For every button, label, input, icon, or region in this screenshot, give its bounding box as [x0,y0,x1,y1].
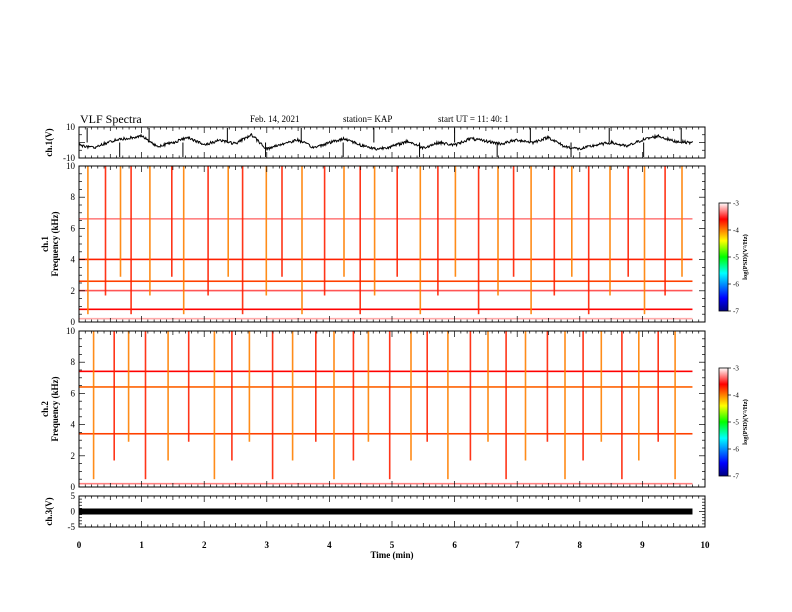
ch1-y-ticks [79,126,705,159]
ch1-spectrogram-heatmap [79,166,705,322]
figure-date: Feb. 14, 2021 [250,114,300,124]
figure-title: VLF Spectra [80,112,142,126]
figure-station: station= KAP [343,114,393,124]
ch1-ytick-label: -10 [63,153,75,163]
ch1-ytick-label: 10 [66,122,76,132]
figure-start-time: start UT = 11: 40: 1 [438,114,509,124]
ch1-waveform-line [78,133,693,152]
ch1-ylabel: ch.1(V) [44,128,54,156]
ch1-x-ticks [78,127,706,158]
y-axis-label-line: ch.1(V) [44,128,54,156]
